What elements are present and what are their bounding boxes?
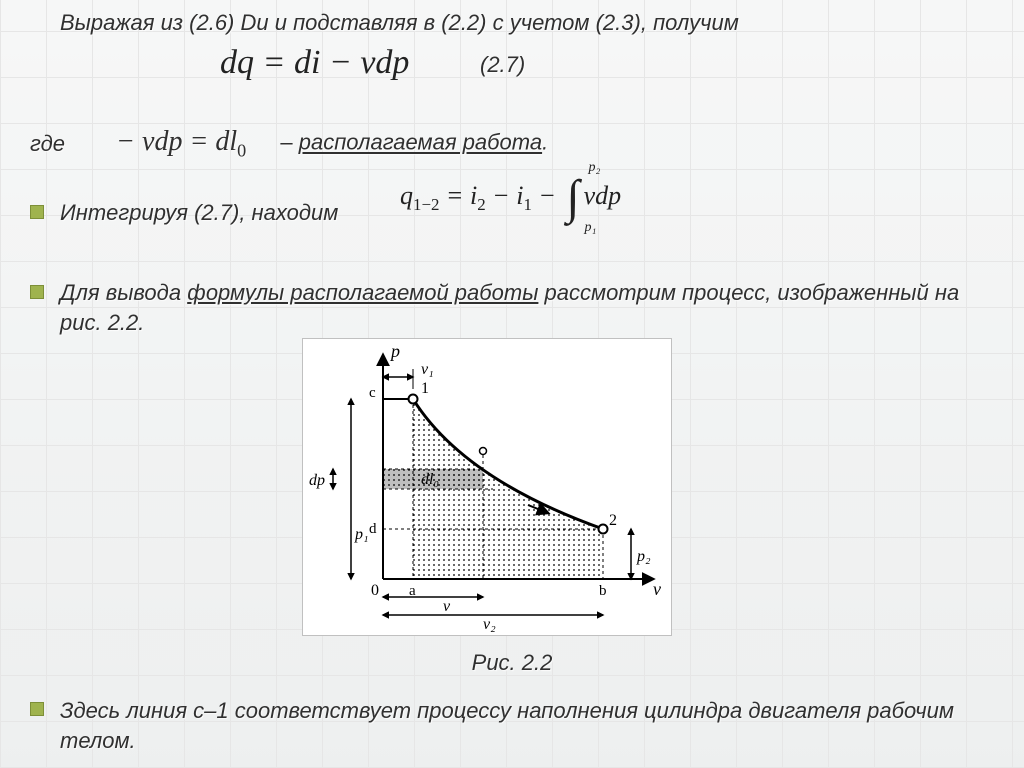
dp-label: dp <box>309 472 325 489</box>
p2-label: p₂ <box>636 548 651 565</box>
dash: – <box>280 130 292 155</box>
bullet-icon <box>30 702 44 716</box>
integral-symbol: p₂∫p₁ <box>566 174 579 222</box>
list-item-2: Для вывода формулы располагаемой работы … <box>60 278 984 337</box>
dl0-label: dl₀ <box>421 471 439 488</box>
int-lower: p₁ <box>584 220 596 236</box>
pt2-label: 2 <box>609 512 617 529</box>
p1-label: p₁ <box>354 526 369 543</box>
int-i2: = i <box>439 181 477 210</box>
li2-underlined: формулы располагаемой работы <box>187 280 538 305</box>
b-label: b <box>599 583 607 599</box>
equation-main: dq = di − vdp <box>220 44 409 82</box>
d-label: d <box>369 521 377 537</box>
list-item-3: Здесь линия c–1 соответствует процессу н… <box>60 696 984 755</box>
available-work-label: располагаемая работа <box>299 130 542 155</box>
v2-label: ν₂ <box>483 616 496 633</box>
v-mid-label: ν <box>443 598 451 615</box>
equation-dl: − vdp = dl0 <box>116 126 246 162</box>
where-label: где <box>30 131 110 157</box>
bullet-icon <box>30 285 44 299</box>
int-lhs: q <box>400 181 413 210</box>
axis-v-label: ν <box>653 579 661 599</box>
int-sub1: 1 <box>523 195 531 214</box>
v1-label: ν₁ <box>421 361 434 378</box>
c-label: c <box>369 385 376 401</box>
dl-subscript: 0 <box>237 141 246 161</box>
int-upper: p₂ <box>588 160 600 176</box>
bullet-icon <box>30 205 44 219</box>
equation-number: (2.7) <box>480 52 525 78</box>
intro-text: Выражая из (2.6) Du и подставляя в (2.2)… <box>60 10 984 36</box>
int-sub2: 2 <box>477 195 485 214</box>
a-label: a <box>409 583 416 599</box>
pt1-label: 1 <box>421 380 429 397</box>
where-row: где − vdp = dl0 – располагаемая работа. <box>30 126 984 162</box>
li2-pre: Для вывода <box>60 280 187 305</box>
figure-caption: Рис. 2.2 <box>0 650 1024 676</box>
int-lhs-sub: 1−2 <box>413 195 439 214</box>
int-minus2: − <box>532 181 563 210</box>
axis-p-label: p <box>389 341 400 361</box>
origin-label: 0 <box>371 582 379 599</box>
period: . <box>542 130 548 155</box>
equation-dl-lhs: − vdp = dl <box>116 126 237 157</box>
equation-integral: q1−2 = i2 − i1 − p₂∫p₁ vdp <box>400 174 621 222</box>
figure-pv-diagram: p ν 0 ν₁ ν ν₂ p₁ dp p₂ 1 2 a b c d dl₀ <box>302 338 672 636</box>
int-minus-i1: − i <box>486 181 524 210</box>
int-integrand: vdp <box>584 181 622 210</box>
